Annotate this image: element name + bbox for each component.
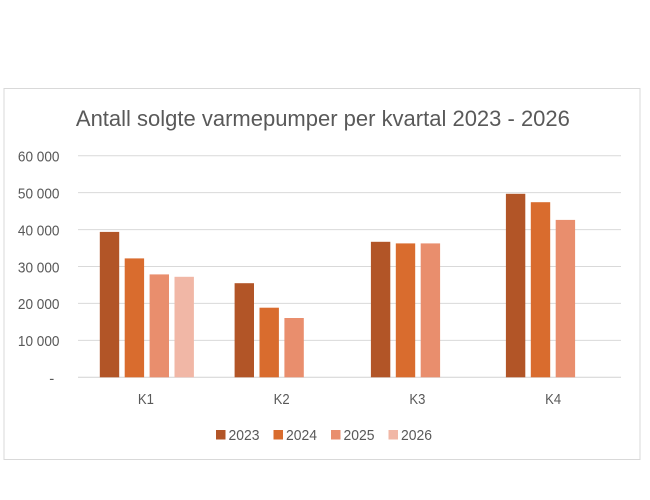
svg-text:30 000: 30 000 xyxy=(18,259,60,276)
svg-text:K2: K2 xyxy=(274,391,290,408)
svg-text:Antall solgte varmepumper per: Antall solgte varmepumper per kvartal 20… xyxy=(76,106,570,131)
svg-text:2026: 2026 xyxy=(401,427,432,444)
svg-text:50 000: 50 000 xyxy=(18,185,60,202)
svg-text:K4: K4 xyxy=(545,391,561,408)
svg-text:-: - xyxy=(49,371,54,388)
svg-text:2024: 2024 xyxy=(286,427,317,444)
svg-text:20 000: 20 000 xyxy=(18,296,60,313)
svg-text:K3: K3 xyxy=(409,391,425,408)
svg-text:40 000: 40 000 xyxy=(18,222,60,239)
svg-text:2025: 2025 xyxy=(344,427,375,444)
svg-text:K1: K1 xyxy=(138,391,154,408)
svg-text:2023: 2023 xyxy=(229,427,260,444)
svg-text:60 000: 60 000 xyxy=(18,149,60,166)
svg-text:10 000: 10 000 xyxy=(18,333,60,350)
